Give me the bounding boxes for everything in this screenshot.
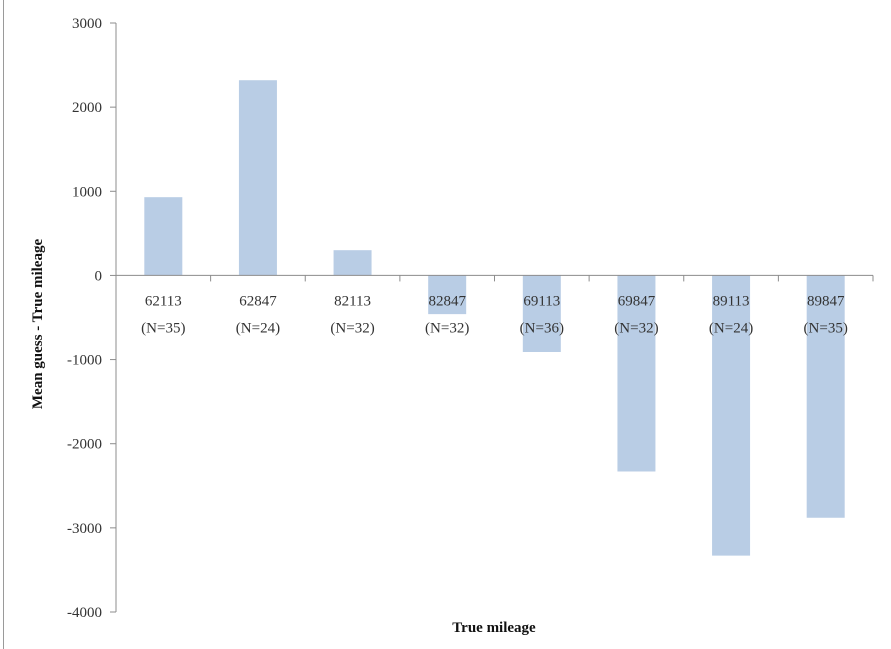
y-tick-label: 2000 <box>72 100 102 116</box>
y-tick-label: -4000 <box>67 605 102 621</box>
x-tick-sample-size: (N=24) <box>709 320 753 336</box>
x-tick-label: 62847 <box>239 293 277 309</box>
x-tick-label: 89113 <box>713 293 750 309</box>
x-tick-label: 62113 <box>145 293 182 309</box>
x-axis <box>115 274 874 282</box>
bar <box>144 197 183 276</box>
x-tick-label: 89847 <box>807 293 845 309</box>
y-tick-label: -2000 <box>67 437 102 453</box>
x-tick-label: 82847 <box>428 293 466 309</box>
category-labels: 62113 (N=35) 62847 (N=24) 82113 (N=32) 82847 (N… <box>141 293 848 336</box>
x-tick-sample-size: (N=35) <box>804 320 848 336</box>
chart-border <box>3 0 4 649</box>
y-tick-label: 1000 <box>72 184 102 200</box>
bar <box>617 275 656 472</box>
bar <box>806 275 845 518</box>
y-axis: 3000 2000 1000 0 -1000 -2000 -3000 -4000 <box>67 16 117 621</box>
bar <box>522 275 561 352</box>
y-tick-label: -1000 <box>67 353 102 369</box>
x-tick-sample-size: (N=32) <box>614 320 658 336</box>
bar <box>333 250 372 276</box>
x-tick-sample-size: (N=32) <box>425 320 469 336</box>
y-tick-label: 0 <box>95 268 103 284</box>
x-tick-label: 69113 <box>523 293 560 309</box>
y-tick-label: -3000 <box>67 521 102 537</box>
x-tick-label: 69847 <box>618 293 656 309</box>
bar <box>428 275 467 315</box>
bar <box>238 80 277 276</box>
y-tick-label: 3000 <box>72 16 102 32</box>
x-tick-sample-size: (N=35) <box>141 320 185 336</box>
x-tick-sample-size: (N=36) <box>520 320 564 336</box>
x-axis-title: True mileage <box>452 620 536 636</box>
x-tick-sample-size: (N=32) <box>330 320 374 336</box>
bar <box>712 275 751 556</box>
y-axis-title: Mean guess - True mileage <box>30 239 46 410</box>
bars <box>144 80 845 556</box>
x-tick-sample-size: (N=24) <box>236 320 280 336</box>
x-tick-label: 82113 <box>334 293 371 309</box>
